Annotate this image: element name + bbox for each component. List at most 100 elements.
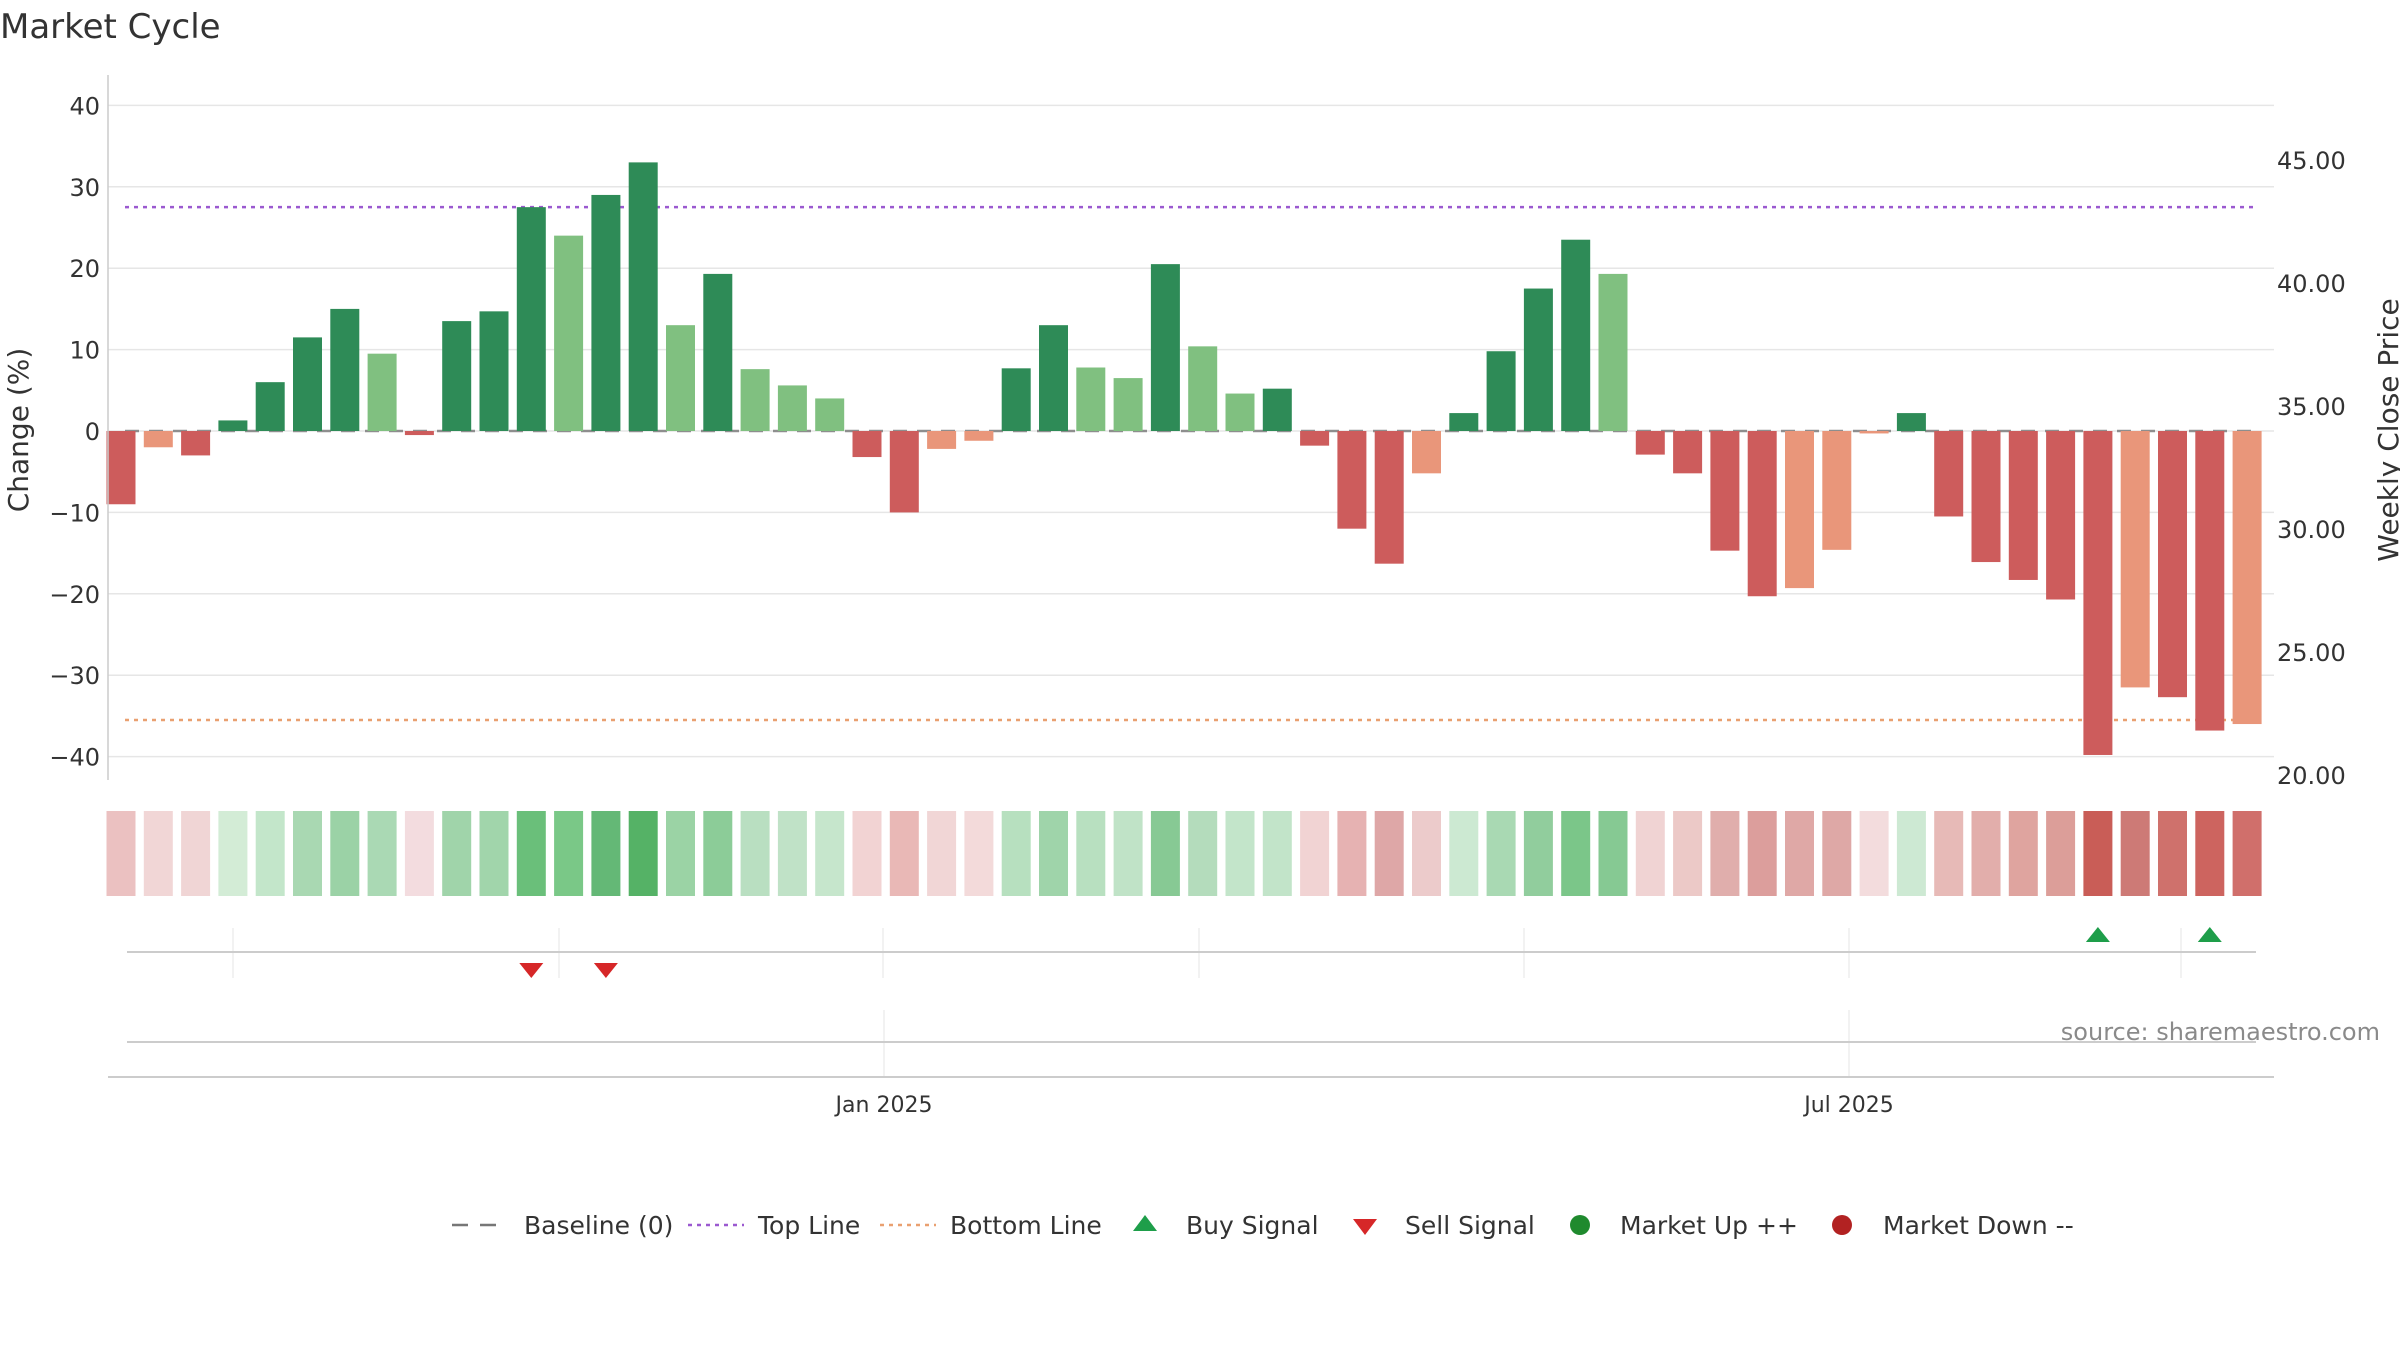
- bar: [1001, 368, 1031, 431]
- bar: [852, 431, 882, 458]
- legend-item: Baseline (0): [452, 1211, 673, 1240]
- legend-label: Buy Signal: [1186, 1211, 1319, 1240]
- y2-tick-label: 35.00: [2277, 393, 2346, 421]
- legend-label: Top Line: [757, 1211, 860, 1240]
- heat-cell: [1635, 811, 1665, 896]
- heat-cell: [1374, 811, 1404, 896]
- heat-cell: [927, 811, 957, 896]
- heat-cell: [1412, 811, 1441, 896]
- main-grid: 40 30 20 10 0 −10 −20 −30 −40 45.00 40.00 35.00 30.0…: [49, 92, 2345, 790]
- bar: [516, 207, 546, 431]
- heat-cell: [181, 811, 211, 896]
- heat-cell: [852, 811, 882, 896]
- heat-cell: [1785, 811, 1814, 896]
- legend-label: Market Down --: [1883, 1211, 2074, 1240]
- heat-cell: [330, 811, 360, 896]
- y2-tick-label: 40.00: [2277, 270, 2346, 298]
- bar: [1598, 273, 1628, 431]
- bar: [218, 420, 248, 431]
- bar: [2120, 431, 2150, 688]
- y2-tick-label: 45.00: [2277, 147, 2346, 175]
- chart-title: Market Cycle: [0, 7, 221, 47]
- bar: [293, 337, 322, 431]
- x-tick-label: Jan 2025: [834, 1093, 933, 1118]
- y-tick-label: 30: [69, 174, 100, 202]
- bar: [181, 431, 211, 456]
- y-tick-label: −30: [49, 662, 100, 690]
- bar: [255, 382, 285, 431]
- bar: [1188, 346, 1218, 431]
- heat-cell: [815, 811, 845, 896]
- heat-cell: [1113, 811, 1143, 896]
- bars-group: [106, 162, 2262, 755]
- bar: [479, 311, 509, 431]
- legend-label: Sell Signal: [1405, 1211, 1535, 1240]
- source-label: source: sharemaestro.com: [2061, 1018, 2380, 1046]
- bar: [2158, 431, 2187, 698]
- bar: [1822, 431, 1852, 550]
- heat-cell: [2046, 811, 2076, 896]
- heat-cell: [554, 811, 584, 896]
- heat-cell: [1337, 811, 1367, 896]
- y-tick-label: −10: [49, 499, 100, 527]
- bar: [1374, 431, 1404, 564]
- heat-cell: [2158, 811, 2187, 896]
- legend-label: Bottom Line: [950, 1211, 1102, 1240]
- heat-cell: [1822, 811, 1852, 896]
- heat-cell: [367, 811, 397, 896]
- heat-cell: [1859, 811, 1889, 896]
- heat-cell: [293, 811, 322, 896]
- heat-cell: [1561, 811, 1591, 896]
- legend-item: Top Line: [688, 1211, 860, 1240]
- heat-cell: [1673, 811, 1703, 896]
- legend-item: Market Down --: [1832, 1211, 2074, 1240]
- bar: [1076, 367, 1106, 431]
- bar: [591, 194, 621, 431]
- y2-tick-label: 30.00: [2277, 516, 2346, 544]
- heat-cell: [1300, 811, 1330, 896]
- heat-cell: [106, 811, 136, 896]
- heat-cell: [1225, 811, 1255, 896]
- bar: [666, 325, 695, 431]
- heat-cell: [516, 811, 546, 896]
- bar: [442, 321, 472, 431]
- heat-cell: [442, 811, 472, 896]
- heat-cell: [1150, 811, 1180, 896]
- y-tick-label: 40: [69, 92, 100, 120]
- bar: [2083, 431, 2113, 755]
- bar: [2195, 431, 2225, 731]
- legend-item: Bottom Line: [880, 1211, 1102, 1240]
- heat-cell: [2195, 811, 2225, 896]
- date-panel: Jan 2025 Jul 2025: [108, 1010, 2274, 1118]
- legend-label: Market Up ++: [1620, 1211, 1798, 1240]
- heat-cell: [1523, 811, 1553, 896]
- heat-cell: [1188, 811, 1218, 896]
- bar: [1150, 264, 1180, 431]
- heat-cell: [1039, 811, 1068, 896]
- heat-cell: [666, 811, 695, 896]
- y-tick-label: 10: [69, 337, 100, 365]
- heat-cell: [1971, 811, 2001, 896]
- bar: [1412, 431, 1441, 474]
- heat-cell: [218, 811, 248, 896]
- heat-cell: [404, 811, 434, 896]
- heat-cell: [479, 811, 509, 896]
- bar: [1486, 351, 1516, 431]
- bar: [889, 431, 919, 513]
- y-tick-label: −20: [49, 581, 100, 609]
- bar: [1934, 431, 1964, 517]
- heat-cell: [591, 811, 621, 896]
- heat-cell: [740, 811, 770, 896]
- bar: [1449, 413, 1479, 431]
- bar: [367, 353, 397, 431]
- bar: [1747, 431, 1777, 597]
- bar: [1785, 431, 1814, 589]
- buy-signal-marker: [2197, 927, 2222, 942]
- y-axis-title: Change (%): [2, 348, 35, 513]
- heat-cell: [2120, 811, 2150, 896]
- bar: [2232, 431, 2262, 725]
- heat-cell: [964, 811, 994, 896]
- legend-circle-icon: [1832, 1215, 1852, 1235]
- bar: [1039, 325, 1068, 431]
- legend: Baseline (0) Top Line Bottom Line Buy Signa…: [452, 1211, 2074, 1240]
